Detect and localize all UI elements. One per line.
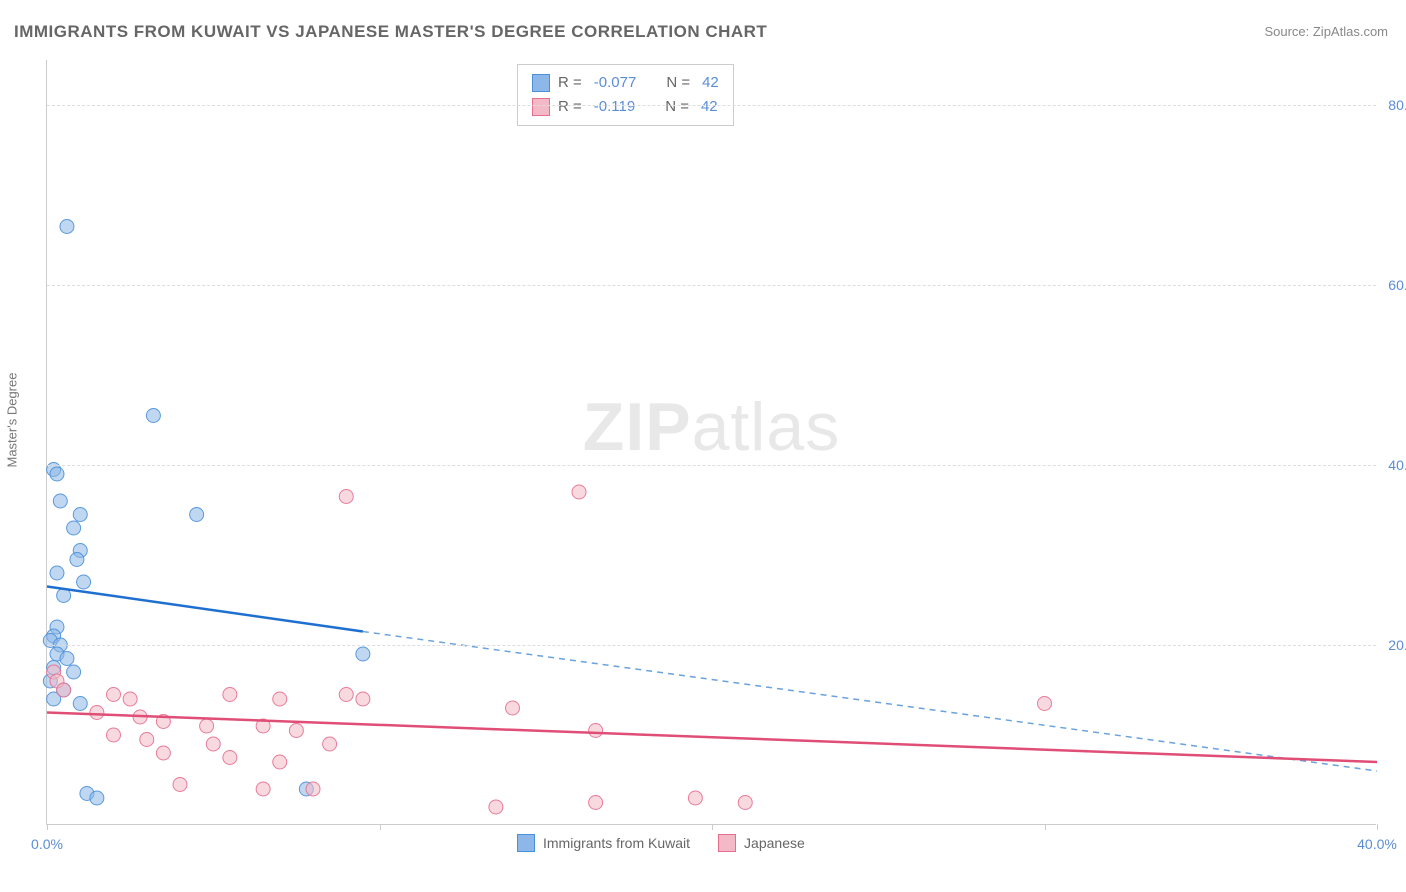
x-tick-label: 0.0% — [31, 836, 63, 852]
legend-label-japanese: Japanese — [744, 835, 805, 851]
scatter-point — [688, 791, 702, 805]
scatter-point — [73, 508, 87, 522]
y-tick-label: 80.0% — [1388, 97, 1406, 113]
scatter-point — [506, 701, 520, 715]
scatter-point — [123, 692, 137, 706]
y-axis-label: Master's Degree — [5, 373, 20, 468]
scatter-point — [140, 733, 154, 747]
scatter-point — [156, 746, 170, 760]
y-tick-label: 60.0% — [1388, 277, 1406, 293]
scatter-point — [1038, 697, 1052, 711]
source-attribution: Source: ZipAtlas.com — [1264, 24, 1388, 39]
scatter-point — [60, 652, 74, 666]
scatter-point — [589, 724, 603, 738]
scatter-point — [306, 782, 320, 796]
scatter-point — [90, 706, 104, 720]
gridline — [47, 105, 1376, 106]
scatter-point — [223, 751, 237, 765]
scatter-point — [223, 688, 237, 702]
correlation-chart: IMMIGRANTS FROM KUWAIT VS JAPANESE MASTE… — [0, 0, 1406, 892]
scatter-point — [57, 683, 71, 697]
scatter-point — [356, 692, 370, 706]
legend-item-kuwait: Immigrants from Kuwait — [517, 834, 690, 852]
x-tick — [712, 824, 713, 830]
scatter-point — [53, 494, 67, 508]
scatter-point — [77, 575, 91, 589]
gridline — [47, 285, 1376, 286]
scatter-point — [356, 647, 370, 661]
scatter-point — [90, 791, 104, 805]
trend-line-solid — [47, 587, 363, 632]
scatter-point — [339, 688, 353, 702]
scatter-point — [273, 692, 287, 706]
series-legend: Immigrants from Kuwait Japanese — [517, 834, 805, 852]
scatter-point — [200, 719, 214, 733]
legend-label-kuwait: Immigrants from Kuwait — [543, 835, 690, 851]
scatter-point — [589, 796, 603, 810]
y-tick-label: 40.0% — [1388, 457, 1406, 473]
x-tick — [47, 824, 48, 830]
scatter-point — [173, 778, 187, 792]
gridline — [47, 645, 1376, 646]
swatch-kuwait-bottom — [517, 834, 535, 852]
scatter-point — [60, 220, 74, 234]
chart-title: IMMIGRANTS FROM KUWAIT VS JAPANESE MASTE… — [14, 22, 767, 42]
scatter-point — [50, 467, 64, 481]
legend-item-japanese: Japanese — [718, 834, 805, 852]
scatter-point — [489, 800, 503, 814]
scatter-point — [572, 485, 586, 499]
scatter-point — [289, 724, 303, 738]
scatter-point — [273, 755, 287, 769]
scatter-point — [738, 796, 752, 810]
scatter-point — [206, 737, 220, 751]
scatter-point — [107, 688, 121, 702]
x-tick — [1045, 824, 1046, 830]
plot-area: ZIPatlas R = -0.077 N = 42 R = -0.119 N … — [46, 60, 1376, 825]
x-tick-label: 40.0% — [1357, 836, 1397, 852]
y-tick-label: 20.0% — [1388, 637, 1406, 653]
x-tick — [380, 824, 381, 830]
scatter-point — [67, 521, 81, 535]
scatter-point — [70, 553, 84, 567]
scatter-point — [339, 490, 353, 504]
scatter-point — [50, 566, 64, 580]
trend-line-solid — [47, 713, 1377, 763]
scatter-point — [256, 782, 270, 796]
scatter-point — [146, 409, 160, 423]
x-tick — [1377, 824, 1378, 830]
plot-svg — [47, 60, 1376, 824]
scatter-point — [107, 728, 121, 742]
gridline — [47, 465, 1376, 466]
scatter-point — [73, 697, 87, 711]
swatch-japanese-bottom — [718, 834, 736, 852]
scatter-point — [190, 508, 204, 522]
scatter-point — [67, 665, 81, 679]
scatter-point — [323, 737, 337, 751]
